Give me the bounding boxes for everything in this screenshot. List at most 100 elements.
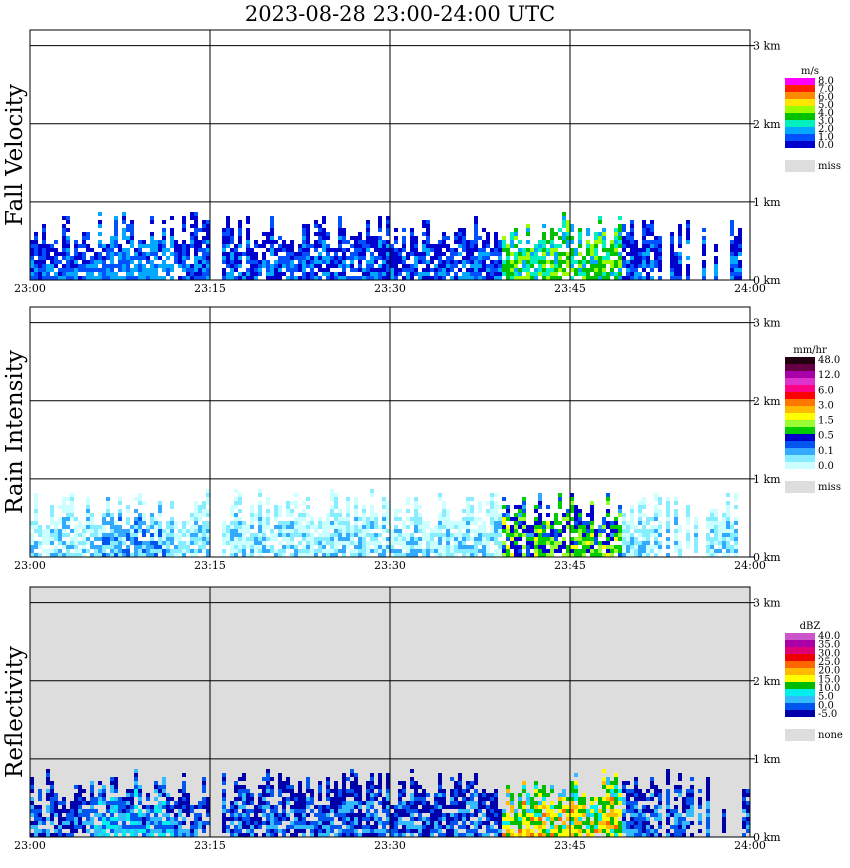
echo-cell <box>126 801 130 805</box>
echo-cell <box>610 825 614 829</box>
echo-cell <box>386 228 390 232</box>
echo-cell <box>438 801 442 805</box>
echo-cell <box>362 244 366 248</box>
echo-cell <box>118 533 122 537</box>
echo-cell <box>190 268 194 272</box>
echo-cell <box>334 256 338 260</box>
echo-cell <box>186 813 190 817</box>
echo-cell <box>410 264 414 268</box>
echo-cell <box>478 517 482 521</box>
echo-cell <box>506 801 510 805</box>
echo-cell <box>250 545 254 549</box>
echo-cell <box>486 264 490 268</box>
echo-cell <box>426 220 430 224</box>
echo-cell <box>362 276 366 280</box>
echo-cell <box>402 268 406 272</box>
echo-cell <box>142 517 146 521</box>
echo-cell <box>194 248 198 252</box>
echo-cell <box>442 232 446 236</box>
echo-cell <box>558 541 562 545</box>
echo-cell <box>42 272 46 276</box>
echo-cell <box>486 509 490 513</box>
echo-cell <box>594 232 598 236</box>
echo-cell <box>66 244 70 248</box>
echo-cell <box>178 829 182 833</box>
echo-cell <box>142 529 146 533</box>
echo-cell <box>326 797 330 801</box>
echo-cell <box>406 821 410 825</box>
echo-cell <box>66 272 70 276</box>
echo-cell <box>506 525 510 529</box>
echo-cell <box>542 533 546 537</box>
echo-cell <box>634 537 638 541</box>
echo-cell <box>574 817 578 821</box>
echo-cell <box>318 252 322 256</box>
colorbar-swatch <box>785 113 815 120</box>
echo-cell <box>678 228 682 232</box>
echo-cell <box>362 509 366 513</box>
echo-cell <box>666 813 670 817</box>
echo-cell <box>382 264 386 268</box>
echo-cell <box>150 264 154 268</box>
echo-cell <box>466 781 470 785</box>
echo-cell <box>410 777 414 781</box>
echo-cell <box>206 252 210 256</box>
echo-cell <box>694 517 698 521</box>
echo-cell <box>510 809 514 813</box>
echo-cell <box>330 809 334 813</box>
echo-cell <box>478 236 482 240</box>
echo-cell <box>558 533 562 537</box>
echo-cell <box>578 517 582 521</box>
echo-cell <box>186 833 190 837</box>
echo-cell <box>370 817 374 821</box>
echo-cell <box>318 276 322 280</box>
echo-cell <box>722 529 726 533</box>
echo-cell <box>146 829 150 833</box>
echo-cell <box>286 529 290 533</box>
echo-cell <box>42 260 46 264</box>
echo-cell <box>282 521 286 525</box>
echo-cell <box>422 220 426 224</box>
echo-cell <box>178 813 182 817</box>
echo-cell <box>178 260 182 264</box>
echo-cell <box>606 833 610 837</box>
echo-cell <box>654 505 658 509</box>
echo-cell <box>610 537 614 541</box>
echo-cell <box>126 537 130 541</box>
echo-cell <box>226 817 230 821</box>
echo-cell <box>362 521 366 525</box>
echo-cell <box>474 248 478 252</box>
echo-cell <box>170 817 174 821</box>
echo-cell <box>254 813 258 817</box>
echo-cell <box>226 264 230 268</box>
echo-cell <box>514 521 518 525</box>
echo-cell <box>434 525 438 529</box>
echo-cell <box>674 497 678 501</box>
echo-cell <box>518 272 522 276</box>
echo-cell <box>398 781 402 785</box>
echo-cell <box>606 509 610 513</box>
echo-cell <box>62 216 66 220</box>
echo-cell <box>686 789 690 793</box>
echo-cell <box>78 817 82 821</box>
echo-cell <box>626 252 630 256</box>
echo-cell <box>462 789 466 793</box>
echo-cell <box>94 829 98 833</box>
echo-cell <box>586 521 590 525</box>
echo-cell <box>426 248 430 252</box>
echo-cell <box>122 817 126 821</box>
echo-cell <box>150 833 154 837</box>
echo-cell <box>530 833 534 837</box>
echo-cell <box>134 833 138 837</box>
echo-cell <box>574 272 578 276</box>
echo-cell <box>418 256 422 260</box>
echo-cell <box>126 829 130 833</box>
echo-cell <box>370 797 374 801</box>
echo-cell <box>206 553 210 557</box>
echo-cell <box>66 553 70 557</box>
echo-cell <box>242 805 246 809</box>
echo-cell <box>386 513 390 517</box>
panel-rain-intensity: 23:00 23:15 23:30 23:45 24:000 km1 km2 km3 k… <box>2 306 841 572</box>
echo-cell <box>98 545 102 549</box>
echo-cell <box>226 224 230 228</box>
